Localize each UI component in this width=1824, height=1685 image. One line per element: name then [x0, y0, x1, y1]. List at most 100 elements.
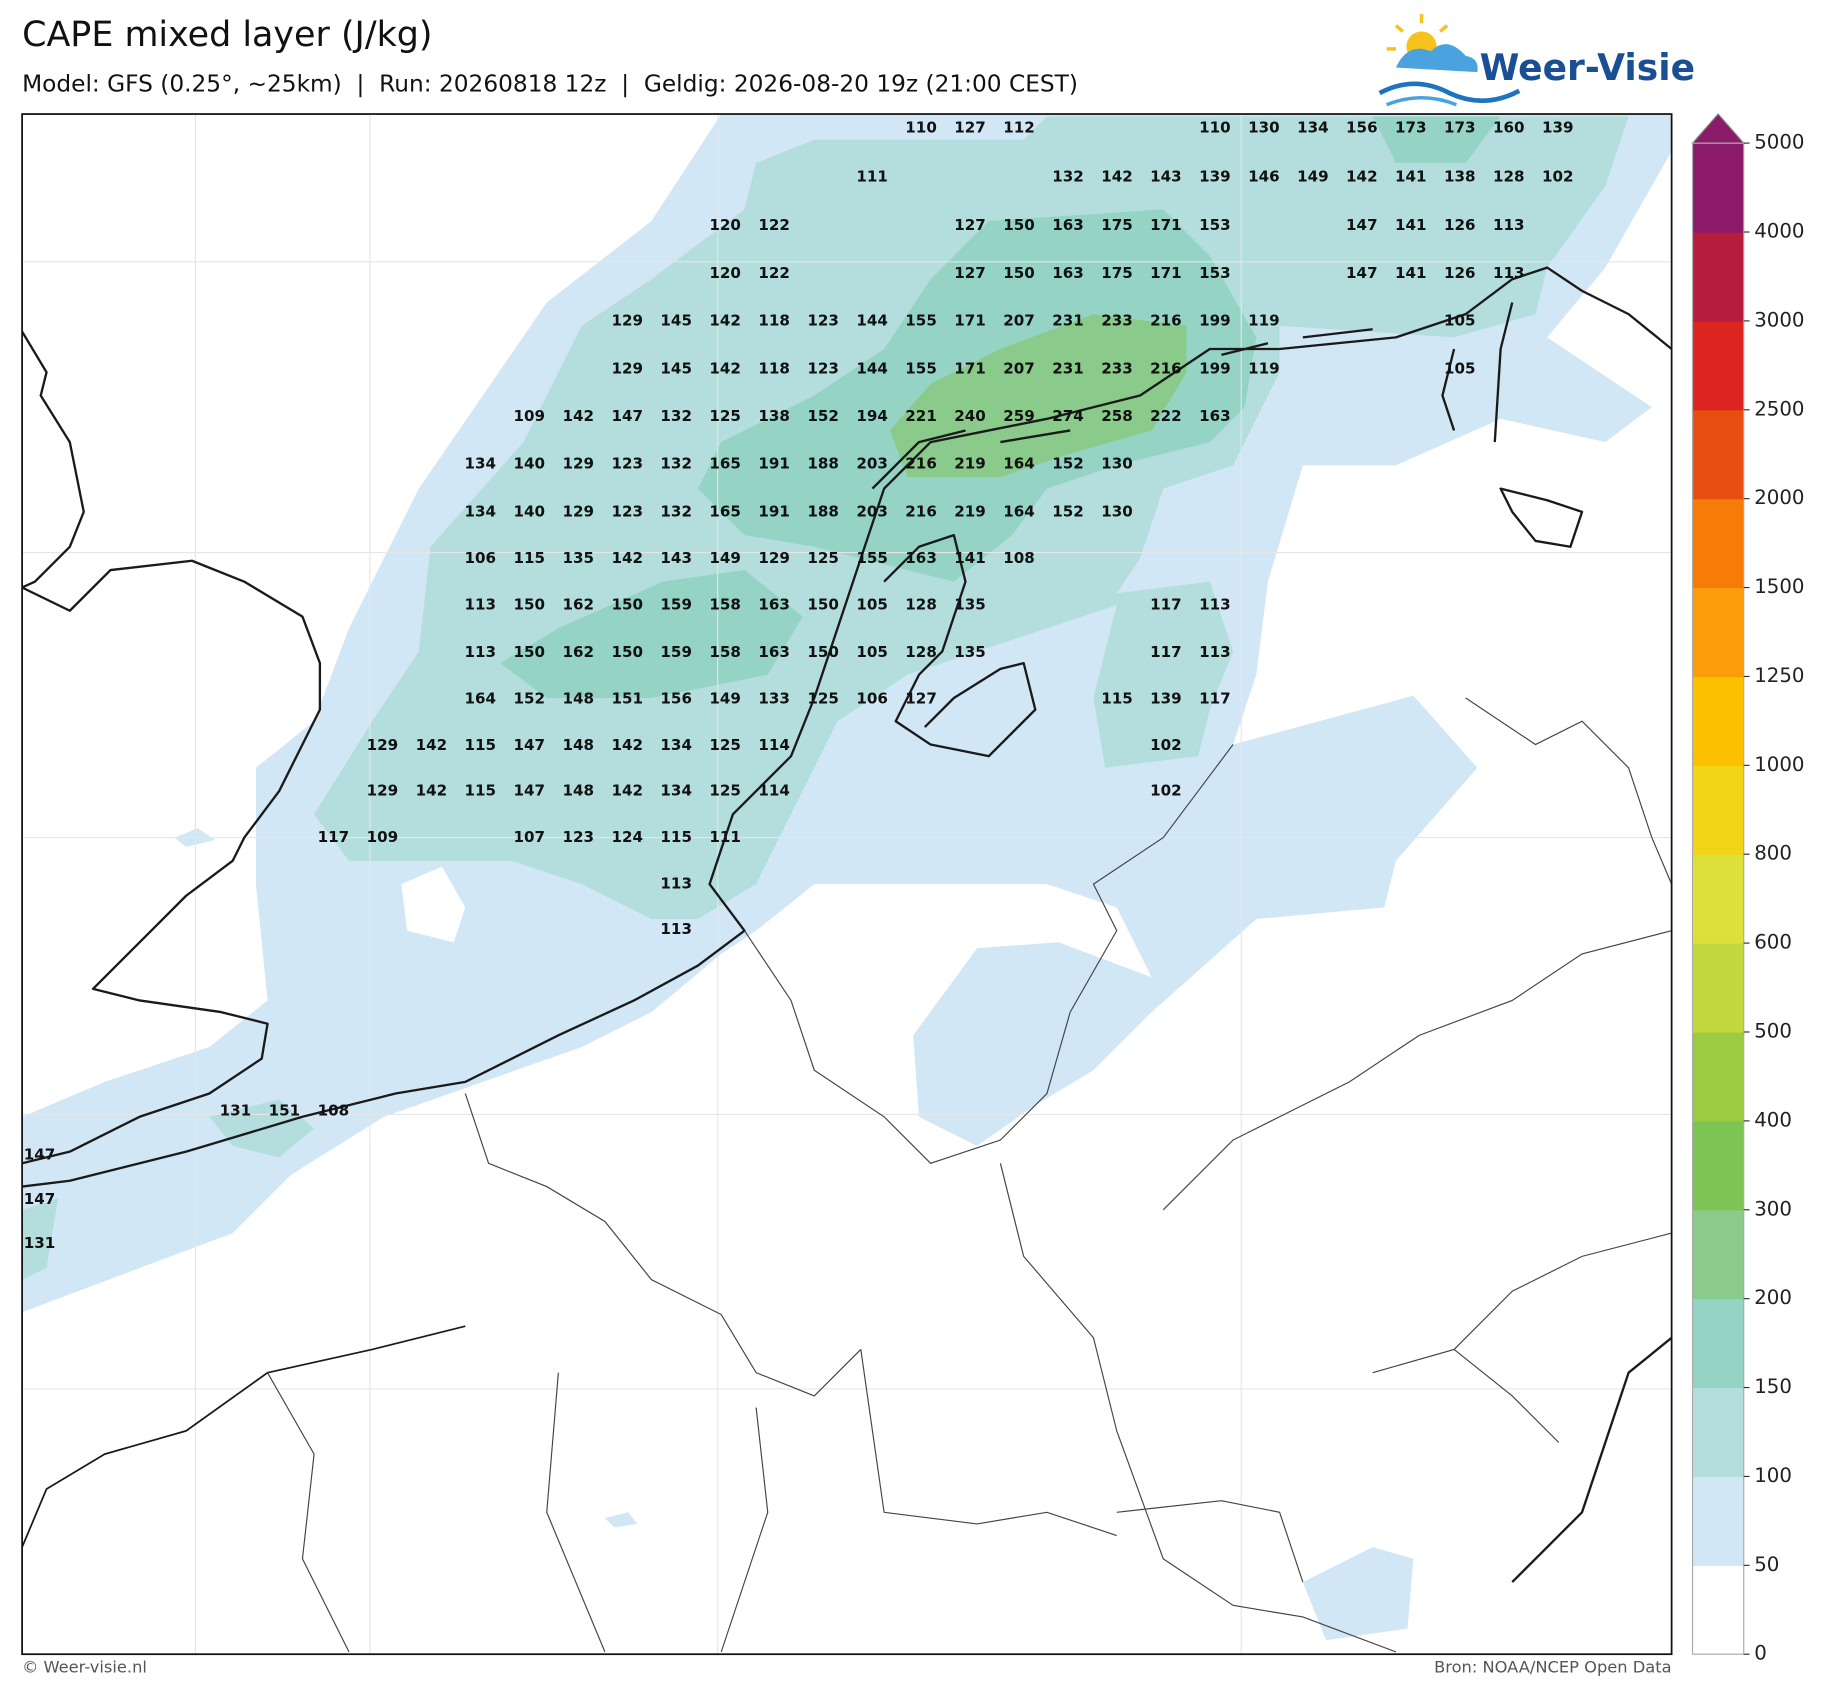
cape-value: 152 — [514, 690, 546, 708]
colorbar-tick-label: 1500 — [1754, 575, 1804, 598]
colorbar-level — [1692, 943, 1744, 1033]
cape-value: 112 — [1003, 119, 1035, 137]
cape-value: 109 — [514, 407, 546, 425]
cape-value: 147 — [514, 782, 546, 800]
cape-value: 152 — [807, 407, 839, 425]
cape-value: 148 — [562, 736, 594, 754]
cape-value: 142 — [1346, 167, 1378, 185]
cape-value: 130 — [1101, 502, 1133, 520]
cape-value: 139 — [1150, 690, 1182, 708]
cape-value: 127 — [954, 264, 986, 282]
cape-labels: 110 127 112 110 130 134 156 173 173 160 139 111 132 1… — [24, 119, 1574, 1253]
cape-value: 126 — [1444, 264, 1476, 282]
cape-value: 102 — [1150, 782, 1182, 800]
cape-value: 102 — [1542, 167, 1574, 185]
cape-value: 117 — [1150, 595, 1182, 613]
cape-value: 113 — [1493, 264, 1525, 282]
cape-value: 142 — [562, 407, 594, 425]
cape-value: 165 — [709, 502, 741, 520]
subtitle: Model: GFS (0.25°, ~25km) | Run: 2026081… — [22, 70, 1078, 97]
cape-value: 117 — [318, 828, 350, 846]
cape-value: 155 — [905, 359, 937, 377]
colorbar-tick-label: 50 — [1754, 1553, 1779, 1576]
colorbar-tick-label: 4000 — [1754, 220, 1804, 243]
cape-value: 150 — [1003, 264, 1035, 282]
cape-value: 105 — [1444, 359, 1476, 377]
colorbar-tick-label: 100 — [1754, 1464, 1792, 1487]
cape-value: 142 — [416, 736, 448, 754]
cape-value: 216 — [905, 455, 937, 473]
cape-value: 128 — [905, 595, 937, 613]
cape-value: 173 — [1395, 119, 1427, 137]
cape-50-100 — [1302, 1547, 1414, 1641]
cape-value: 125 — [807, 690, 839, 708]
cape-value: 123 — [562, 828, 594, 846]
cape-value: 160 — [1493, 119, 1525, 137]
colorbar-tick-label: 1250 — [1754, 664, 1804, 687]
cape-value: 164 — [1003, 455, 1035, 473]
grid-lines — [22, 114, 1672, 1655]
borders — [267, 697, 1672, 1653]
cape-value: 129 — [611, 359, 643, 377]
cape-value: 106 — [856, 690, 888, 708]
cape-value: 149 — [1297, 167, 1329, 185]
cape-value: 131 — [220, 1101, 252, 1119]
cape-value: 171 — [954, 359, 986, 377]
footer-right: Bron: NOAA/NCEP Open Data — [1434, 1658, 1672, 1677]
cape-value: 164 — [1003, 502, 1035, 520]
cape-value: 150 — [514, 595, 546, 613]
cape-value: 144 — [856, 359, 888, 377]
cape-value: 147 — [1346, 216, 1378, 234]
cape-value: 113 — [660, 920, 692, 938]
cape-value: 117 — [1199, 690, 1231, 708]
cape-value: 129 — [562, 455, 594, 473]
map-area: 110 127 112 110 130 134 156 173 173 160 139 111 132 1… — [22, 114, 1672, 1655]
colorbar-tick-label: 2500 — [1754, 397, 1804, 420]
cape-value: 110 — [905, 119, 937, 137]
cape-value: 113 — [465, 595, 497, 613]
cape-value: 113 — [1199, 595, 1231, 613]
cape-value: 152 — [1052, 502, 1084, 520]
colorbar-level — [1692, 1031, 1744, 1122]
cape-value: 118 — [758, 359, 790, 377]
cape-value: 258 — [1101, 407, 1133, 425]
cape-value: 153 — [1199, 264, 1231, 282]
cape-value: 219 — [954, 455, 986, 473]
cape-value: 259 — [1003, 407, 1035, 425]
cape-value: 188 — [807, 455, 839, 473]
cape-value: 145 — [660, 359, 692, 377]
cape-value: 142 — [709, 359, 741, 377]
cape-value: 125 — [709, 782, 741, 800]
cape-value: 199 — [1199, 312, 1231, 330]
cape-value: 207 — [1003, 359, 1035, 377]
cape-value: 159 — [660, 595, 692, 613]
colorbar-level — [1692, 232, 1744, 322]
cape-value: 142 — [1101, 167, 1133, 185]
cape-value: 134 — [465, 502, 497, 520]
cape-value: 156 — [1346, 119, 1378, 137]
cape-value: 222 — [1150, 407, 1182, 425]
cape-value: 113 — [660, 875, 692, 893]
cape-value: 163 — [758, 643, 790, 661]
cape-value: 140 — [514, 502, 546, 520]
colorbar-level — [1692, 1298, 1744, 1389]
cape-value: 122 — [758, 264, 790, 282]
cape-value: 147 — [611, 407, 643, 425]
cape-value: 113 — [465, 643, 497, 661]
cape-value: 102 — [1150, 736, 1182, 754]
colorbar-tick-label: 3000 — [1754, 308, 1804, 331]
cape-value: 129 — [367, 736, 399, 754]
cape-value: 127 — [905, 690, 937, 708]
cape-value: 146 — [1248, 167, 1280, 185]
cape-value: 132 — [1052, 167, 1084, 185]
cape-value: 148 — [562, 690, 594, 708]
cape-value: 134 — [1297, 119, 1329, 137]
cape-value: 126 — [1444, 216, 1476, 234]
cape-value: 145 — [660, 312, 692, 330]
cape-value: 139 — [1542, 119, 1574, 137]
cape-value: 150 — [807, 595, 839, 613]
cape-value: 175 — [1101, 264, 1133, 282]
cape-value: 108 — [1003, 549, 1035, 567]
cape-value: 115 — [1101, 690, 1133, 708]
